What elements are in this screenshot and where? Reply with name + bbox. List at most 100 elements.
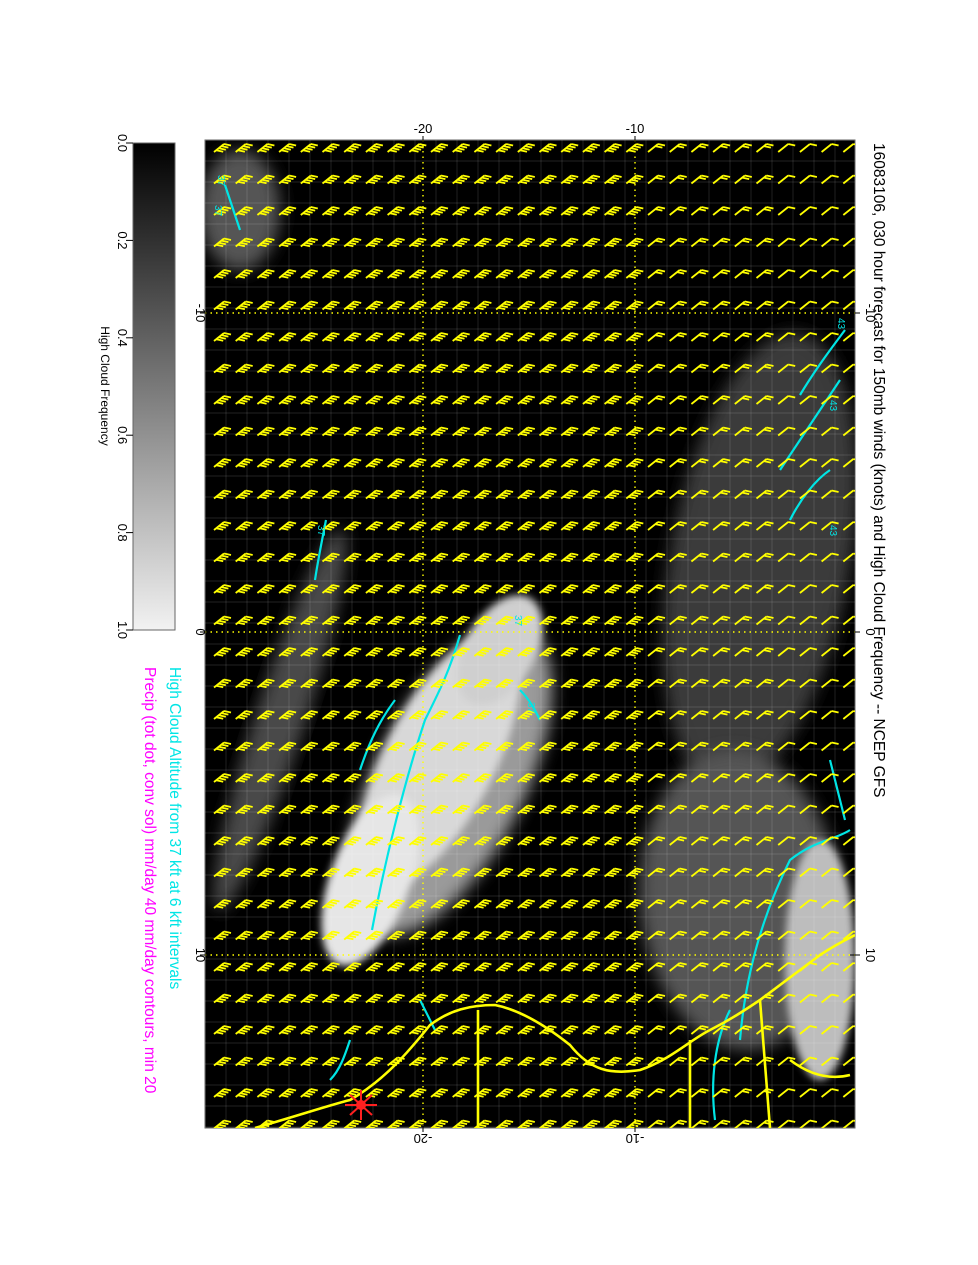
wind-barb [582, 395, 601, 405]
wind-barb [560, 836, 579, 846]
wind-barb [452, 174, 470, 185]
wind-barb [365, 899, 384, 909]
wind-barb [625, 993, 644, 1004]
wind-barb [430, 300, 449, 311]
wind-barb [430, 1119, 449, 1128]
wind-barb [387, 1088, 405, 1098]
wind-barb [408, 143, 427, 153]
axis-tick-label: 0.0 [115, 134, 130, 152]
wind-barb [517, 206, 535, 216]
wind-barb [647, 615, 666, 626]
wind-barb [777, 804, 796, 815]
wind-barb [517, 615, 535, 626]
wind-barb [256, 930, 275, 941]
wind-barb [495, 867, 514, 878]
wind-barb [365, 174, 384, 185]
wind-barb [647, 962, 666, 972]
wind-barb [690, 930, 709, 941]
wind-barb [647, 773, 666, 783]
wind-barb [213, 300, 232, 311]
wind-barb [821, 395, 839, 405]
wind-barb [647, 741, 666, 752]
wind-barb [300, 363, 318, 374]
wind-barb [690, 489, 709, 500]
wind-barb [365, 1025, 384, 1035]
wind-barb [799, 584, 818, 594]
wind-barb [734, 521, 752, 531]
axis-tick-label: 10 [863, 948, 878, 962]
wind-barb [452, 962, 470, 972]
wind-barb [235, 552, 253, 563]
wind-barb [842, 269, 855, 279]
altitude-contours [223, 184, 851, 1121]
wind-barb [235, 332, 253, 342]
wind-barb [734, 1025, 752, 1035]
wind-barb [734, 962, 752, 972]
wind-barb [560, 426, 579, 437]
wind-barb [365, 237, 384, 248]
wind-barb [799, 836, 818, 846]
wind-barb [517, 174, 535, 185]
wind-barb [604, 741, 622, 752]
wind-barb [538, 647, 557, 657]
contour-label: 37 [315, 525, 326, 537]
wind-barb [321, 363, 340, 374]
wind-barb [821, 458, 839, 468]
wind-barb [560, 174, 579, 185]
wind-barb [300, 930, 318, 941]
wind-barb [278, 521, 297, 531]
wind-barb [387, 836, 405, 846]
axis-tick-label: -10 [863, 304, 878, 323]
wind-barb [842, 710, 855, 720]
wind-barb [495, 269, 514, 279]
wind-barb [690, 710, 709, 720]
wind-barb [560, 773, 579, 783]
wind-barb [343, 930, 362, 941]
wind-barb [734, 300, 752, 311]
wind-barb [365, 489, 384, 500]
wind-barb [408, 1088, 427, 1098]
wind-barb [712, 930, 731, 941]
wind-barb [604, 678, 622, 689]
wind-barb [235, 647, 253, 657]
wind-barb [321, 584, 340, 594]
wind-barb [755, 395, 774, 405]
wind-barb [387, 930, 405, 941]
wind-barb [321, 962, 340, 972]
wind-barb [495, 300, 514, 311]
wind-barb [582, 993, 601, 1004]
wind-barb [669, 678, 687, 689]
major-grid-dotted [205, 140, 855, 1128]
wind-barb [734, 773, 752, 783]
wind-barb [821, 206, 839, 216]
wind-barb [235, 710, 253, 720]
wind-barb [538, 237, 557, 248]
wind-barb [755, 269, 774, 279]
wind-barb [452, 521, 470, 531]
wind-barb [495, 143, 514, 153]
axis-bottom-ticks: -20 -10 [414, 1124, 644, 1146]
wind-barb [821, 174, 839, 185]
wind-barb [690, 678, 709, 689]
wind-barb [321, 1056, 340, 1067]
wind-barb [343, 521, 362, 531]
wind-barb [473, 237, 492, 248]
wind-barb [604, 269, 622, 279]
wind-barb [799, 678, 818, 689]
wind-barb [538, 300, 557, 311]
wind-barb [755, 206, 774, 216]
wind-barb [473, 363, 492, 374]
wind-barb [278, 552, 297, 563]
wind-barb [690, 332, 709, 342]
wind-barb [712, 521, 731, 531]
wind-barb [712, 1119, 731, 1128]
wind-barb [712, 804, 731, 815]
wind-barb [842, 615, 855, 626]
wind-barb [365, 962, 384, 972]
wind-barb [755, 930, 774, 941]
wind-barb [235, 993, 253, 1004]
wind-barb [755, 836, 774, 846]
wind-barb [712, 363, 731, 374]
wind-barb [582, 930, 601, 941]
wind-barb [495, 773, 514, 783]
